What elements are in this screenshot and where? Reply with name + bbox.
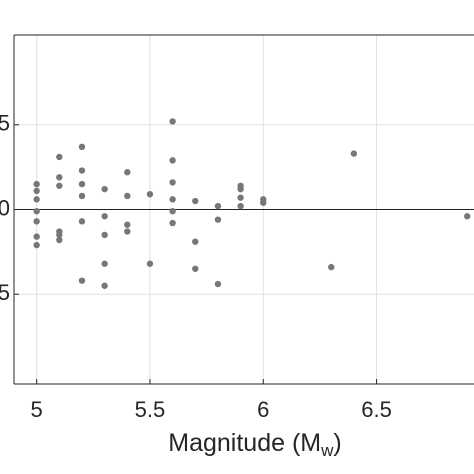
x-tick-label: 5.5 (135, 397, 166, 422)
point (101, 185, 108, 193)
y-tick-label: 5 (0, 280, 10, 305)
point (78, 167, 86, 174)
point (146, 260, 154, 267)
point (101, 231, 108, 239)
point (237, 194, 244, 201)
point (350, 150, 358, 157)
point (33, 180, 40, 188)
point (169, 207, 176, 215)
point (33, 196, 40, 203)
point (56, 236, 63, 244)
x-tick-label: 6 (257, 397, 269, 422)
point (101, 213, 108, 220)
x-tick-label: 6.5 (361, 397, 392, 422)
point (78, 143, 86, 151)
point (169, 118, 176, 125)
point (237, 202, 244, 210)
point (56, 231, 63, 239)
point (78, 277, 86, 284)
point (192, 238, 199, 245)
point (214, 280, 222, 288)
y-tick-label: 5 (0, 111, 10, 136)
point (33, 187, 40, 195)
point (33, 207, 40, 215)
point (214, 216, 222, 223)
point (192, 197, 199, 205)
x-label-end: ) (333, 429, 341, 457)
point (33, 233, 40, 240)
x-axis-label: Magnitude (Mw) (168, 429, 341, 461)
y-tick-label: 0 (0, 195, 10, 220)
point (124, 221, 131, 228)
point (260, 199, 267, 206)
point (124, 192, 131, 200)
point (78, 192, 86, 200)
point (192, 265, 199, 272)
point (328, 263, 335, 271)
point (101, 282, 108, 289)
point (169, 157, 176, 164)
point (169, 219, 176, 227)
x-tick-label: 5 (31, 397, 43, 422)
point (56, 174, 63, 181)
x-label-sub: w (320, 441, 334, 460)
point (214, 202, 222, 210)
point (33, 218, 40, 225)
point (33, 241, 40, 249)
point (169, 179, 176, 186)
point (464, 213, 471, 220)
point (78, 218, 86, 225)
point (101, 260, 108, 267)
point (169, 196, 176, 203)
point (237, 185, 244, 193)
point (56, 153, 63, 161)
point (124, 228, 131, 235)
x-label-text: Magnitude (M (168, 429, 321, 457)
point (78, 180, 86, 188)
point (146, 191, 154, 198)
point (56, 182, 63, 189)
point (124, 169, 131, 176)
